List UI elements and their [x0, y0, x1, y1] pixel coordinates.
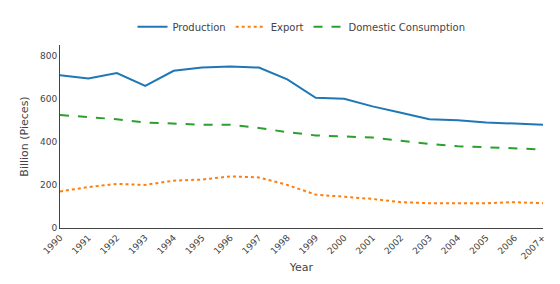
- svg-text:2005: 2005: [468, 233, 491, 256]
- svg-text:Production: Production: [173, 22, 226, 33]
- svg-text:1990: 1990: [41, 233, 64, 256]
- svg-text:2002: 2002: [382, 233, 405, 256]
- svg-text:1997: 1997: [240, 233, 263, 256]
- svg-text:1992: 1992: [98, 233, 121, 256]
- svg-text:2006: 2006: [496, 233, 519, 256]
- svg-text:2003: 2003: [411, 233, 434, 256]
- svg-text:1995: 1995: [183, 233, 206, 256]
- svg-text:1994: 1994: [155, 233, 178, 256]
- svg-text:Year: Year: [289, 261, 314, 274]
- svg-text:800: 800: [40, 51, 57, 61]
- svg-text:2007+: 2007+: [519, 233, 548, 262]
- svg-text:Domestic Consumption: Domestic Consumption: [349, 22, 466, 33]
- svg-text:200: 200: [40, 180, 57, 190]
- svg-text:0: 0: [51, 223, 57, 233]
- svg-text:2000: 2000: [325, 233, 348, 256]
- svg-text:2004: 2004: [439, 233, 462, 256]
- svg-text:2001: 2001: [354, 233, 377, 256]
- svg-text:1998: 1998: [269, 233, 292, 256]
- svg-text:1993: 1993: [127, 233, 150, 256]
- svg-text:600: 600: [40, 94, 57, 104]
- svg-text:1999: 1999: [297, 233, 320, 256]
- svg-text:1996: 1996: [212, 233, 235, 256]
- svg-text:1991: 1991: [70, 233, 93, 256]
- svg-text:400: 400: [40, 137, 57, 147]
- svg-text:Billion (Pieces): Billion (Pieces): [18, 96, 31, 176]
- svg-text:Export: Export: [271, 22, 304, 33]
